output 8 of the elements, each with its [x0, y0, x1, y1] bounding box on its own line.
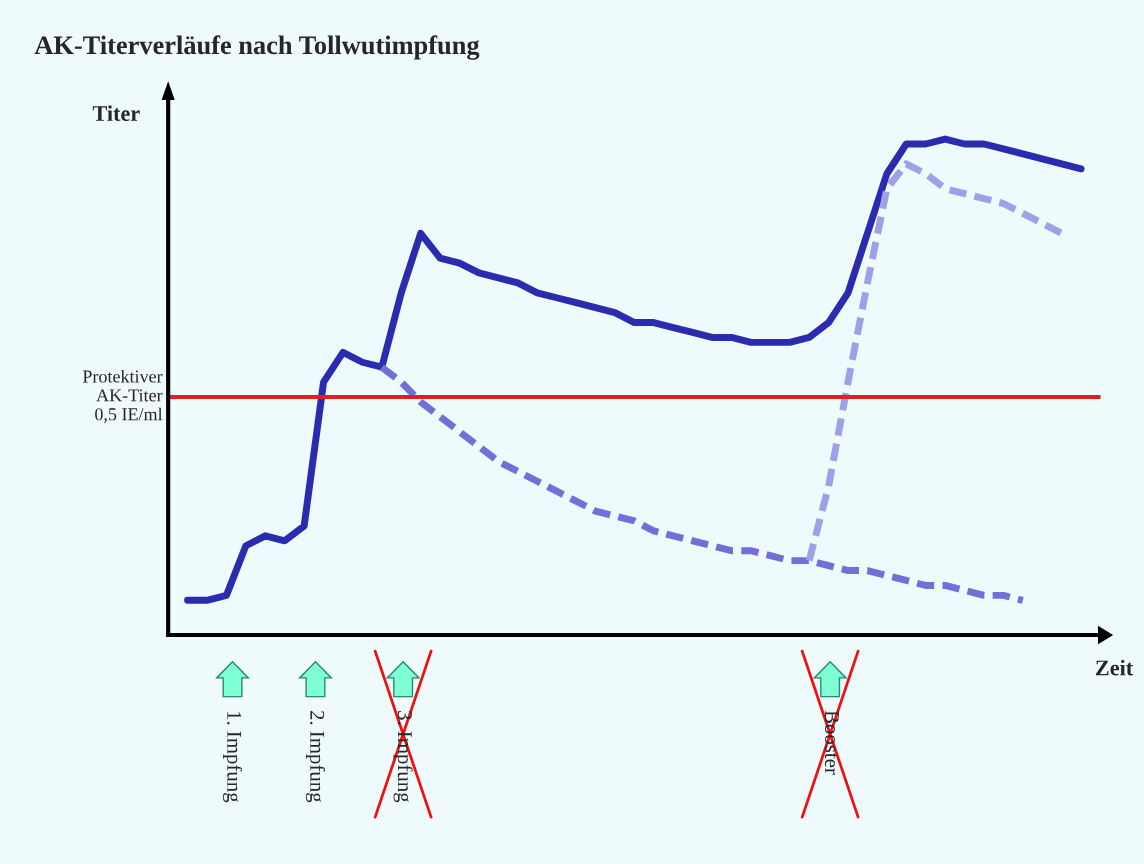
ref-line-label: Protektiver AK-Titer 0,5 IE/ml — [82, 369, 163, 423]
y-axis-title: Titer — [92, 105, 140, 121]
text: 2. Impfung — [305, 710, 326, 803]
text: Booster — [824, 710, 839, 775]
x-axis-title: Zeit — [1095, 659, 1134, 676]
text: 1. Impfung — [222, 711, 243, 803]
text: 3. Impfung — [393, 711, 413, 803]
chart-title: AK-Titerverläufe nach Tollwutimpfung — [34, 35, 480, 60]
